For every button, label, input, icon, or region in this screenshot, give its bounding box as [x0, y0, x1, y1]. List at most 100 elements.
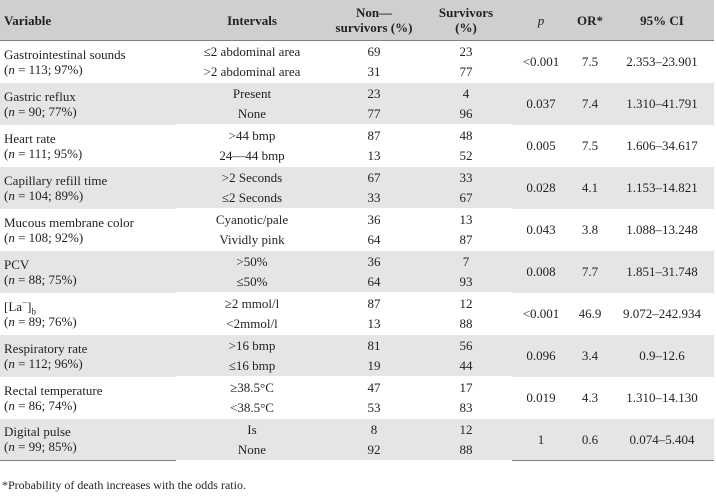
variable-name-text: Capillary refill time	[4, 172, 108, 188]
variable-name-text: PCV	[4, 256, 30, 272]
non-survivors-cell: 23	[328, 82, 420, 104]
variable-name: Mucous membrane color	[4, 215, 176, 230]
sample-size-label: n	[8, 187, 15, 203]
survivors-cell: 52	[420, 145, 512, 167]
non-survivors-cell: 81	[328, 334, 420, 356]
interval-cell: ≤2 abdominal area	[176, 40, 328, 62]
interval-cell: ≤2 Seconds	[176, 187, 328, 209]
variable-name-text: Respiratory rate	[4, 340, 88, 356]
variable-cell: Gastrointestinal sounds (n = 113; 97%)	[0, 40, 176, 83]
variable-name: Rectal temperature	[4, 383, 176, 398]
non-survivors-cell: 33	[328, 187, 420, 209]
interval-cell: ≥2 mmol/l	[176, 292, 328, 314]
odds-ratio-cell: 0.6	[570, 418, 610, 461]
variable-name: [La−]b	[4, 297, 176, 317]
odds-ratio-cell: 7.4	[570, 82, 610, 125]
non-survivors-cell: 31	[328, 61, 420, 83]
interval-cell: Vividly pink	[176, 229, 328, 251]
variable-name: Digital pulse	[4, 424, 176, 439]
variable-cell: Respiratory rate (n = 112; 96%)	[0, 334, 176, 377]
variable-name-text: Rectal temperature	[4, 382, 103, 398]
table-row-secondary: ≤2 Seconds 33 67	[0, 187, 714, 209]
confidence-interval-cell: 1.310–14.130	[610, 376, 714, 419]
table-body: Gastrointestinal sounds (n = 113; 97%) ≤2 …	[0, 40, 714, 461]
sample-size-value: = 113; 97%)	[14, 61, 83, 77]
odds-ratio-cell: 7.5	[570, 124, 610, 167]
variable-cell: Heart rate (n = 111; 95%)	[0, 124, 176, 167]
header-row: Variable Intervals Non— survivors (%) Su…	[0, 0, 714, 41]
variable-sample-size: (n = 88; 75%)	[4, 271, 77, 287]
non-survivors-cell: 36	[328, 250, 420, 272]
p-value-cell: 0.008	[512, 250, 570, 293]
table-row-secondary: >2 abdominal area 31 77	[0, 61, 714, 83]
interval-cell: >44 bmp	[176, 124, 328, 146]
interval-cell: >2 Seconds	[176, 166, 328, 188]
p-value-cell: 1	[512, 418, 570, 461]
variable-cell: Mucous membrane color (n = 108; 92%)	[0, 208, 176, 251]
odds-ratio-cell: 46.9	[570, 292, 610, 335]
table-row-secondary: None 77 96	[0, 103, 714, 125]
variable-name-close: ]	[27, 298, 32, 314]
odds-ratio-table: Variable Intervals Non— survivors (%) Su…	[0, 0, 714, 461]
sample-size-label: n	[8, 397, 15, 413]
confidence-interval-cell: 1.310–41.791	[610, 82, 714, 125]
survivors-cell: 23	[420, 40, 512, 62]
interval-cell: Present	[176, 82, 328, 104]
survivors-cell: 67	[420, 187, 512, 209]
variable-name-text: [La	[4, 298, 23, 314]
p-value-cell: 0.028	[512, 166, 570, 209]
header-p: p	[512, 0, 570, 41]
p-value-cell: 0.019	[512, 376, 570, 419]
sample-size-value: = 88; 75%)	[14, 271, 77, 287]
header-or: OR*	[570, 0, 610, 41]
survivors-cell: 17	[420, 376, 512, 398]
variable-sample-size: (n = 86; 74%)	[4, 397, 77, 413]
confidence-interval-cell: 0.9–12.6	[610, 334, 714, 377]
sample-size-value: = 86; 74%)	[14, 397, 77, 413]
variable-name: Respiratory rate	[4, 341, 176, 356]
non-survivors-cell: 64	[328, 271, 420, 293]
non-survivors-cell: 87	[328, 124, 420, 146]
header-intervals: Intervals	[176, 0, 328, 41]
confidence-interval-cell: 9.072–242.934	[610, 292, 714, 335]
table-row-secondary: ≤50% 64 93	[0, 271, 714, 293]
survivors-cell: 13	[420, 208, 512, 230]
survivors-cell: 7	[420, 250, 512, 272]
sample-size-value: = 112; 96%)	[14, 355, 83, 371]
table-row-secondary: 24—44 bmp 13 52	[0, 145, 714, 167]
confidence-interval-cell: 0.074–5.404	[610, 418, 714, 461]
variable-sample-size: (n = 99; 85%)	[4, 439, 77, 455]
table-row: Respiratory rate (n = 112; 96%) >16 bmp 81 5…	[0, 334, 714, 377]
variable-cell: PCV (n = 88; 75%)	[0, 250, 176, 293]
table-row-secondary: ≤16 bmp 19 44	[0, 355, 714, 377]
non-survivors-cell: 13	[328, 313, 420, 335]
variable-name: Capillary refill time	[4, 173, 176, 188]
variable-name: Heart rate	[4, 131, 176, 146]
table-row: [La−]b (n = 89; 76%) ≥2 mmol/l 87 12 <0.001 46…	[0, 292, 714, 335]
sample-size-value: = 111; 95%)	[14, 145, 83, 161]
non-survivors-cell: 92	[328, 439, 420, 461]
variable-name-text: Digital pulse	[4, 424, 71, 440]
sample-size-label: n	[8, 103, 15, 119]
odds-ratio-cell: 7.7	[570, 250, 610, 293]
interval-cell: Is	[176, 418, 328, 440]
non-survivors-cell: 47	[328, 376, 420, 398]
variable-name-subscript: b	[31, 306, 36, 317]
variable-sample-size: (n = 108; 92%)	[4, 229, 84, 245]
variable-name: Gastric reflux	[4, 89, 176, 104]
variable-name-superscript: −	[22, 297, 28, 308]
survivors-cell: 83	[420, 397, 512, 419]
header-ci: 95% CI	[610, 0, 714, 41]
variable-cell: Capillary refill time (n = 104; 89%)	[0, 166, 176, 209]
sample-size-label: n	[8, 439, 15, 455]
non-survivors-cell: 87	[328, 292, 420, 314]
table-row: Digital pulse (n = 99; 85%) Is 8 12 1 0.6 0.074…	[0, 418, 714, 461]
non-survivors-cell: 64	[328, 229, 420, 251]
survivors-cell: 56	[420, 334, 512, 356]
survivors-cell: 93	[420, 271, 512, 293]
confidence-interval-cell: 2.353–23.901	[610, 40, 714, 83]
variable-cell: Digital pulse (n = 99; 85%)	[0, 418, 176, 461]
survivors-cell: 12	[420, 292, 512, 314]
interval-cell: >16 bmp	[176, 334, 328, 356]
p-value-cell: <0.001	[512, 40, 570, 83]
